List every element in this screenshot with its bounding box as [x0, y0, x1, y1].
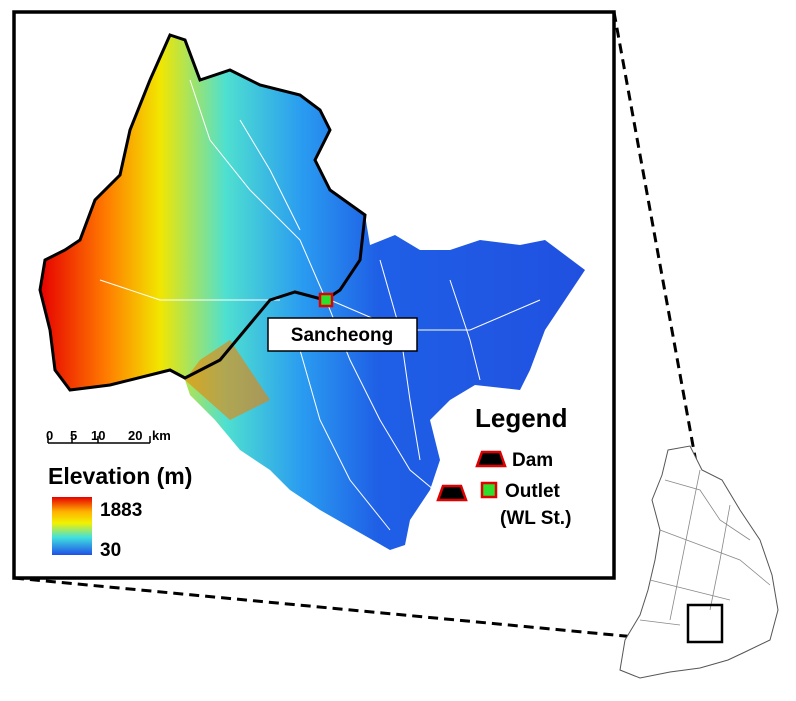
scale-unit: km	[152, 428, 171, 443]
legend-dam-icon	[475, 450, 507, 468]
scale-tick: 0	[46, 428, 53, 443]
legend-outlet-icon	[480, 481, 498, 499]
legend-item: Outlet	[505, 481, 561, 502]
dam-marker	[436, 484, 468, 502]
scale-tick: 10	[91, 428, 105, 443]
elevation-title: Elevation (m)	[48, 463, 192, 489]
station-label-box	[267, 317, 418, 352]
study-area-box	[686, 603, 724, 644]
legend-item: Dam	[512, 450, 553, 471]
legend-item: (WL St.)	[500, 508, 571, 529]
scale-tick: 5	[70, 428, 77, 443]
station-label: Sancheong	[291, 325, 393, 346]
legend-title: Legend	[475, 403, 567, 433]
high-elevation	[185, 340, 270, 420]
sub-basin-boundary	[38, 33, 367, 392]
elevation-max: 1883	[100, 500, 142, 521]
elevation-colorbar	[52, 497, 92, 555]
elevation-min: 30	[100, 540, 121, 561]
korea-districts	[639, 469, 771, 626]
connector-line	[13, 576, 689, 644]
korea-outline	[619, 445, 779, 679]
scale-bar	[47, 436, 151, 444]
scale-tick: 20	[128, 428, 142, 443]
outlet-marker	[318, 292, 334, 308]
watershed-dem	[40, 35, 585, 550]
